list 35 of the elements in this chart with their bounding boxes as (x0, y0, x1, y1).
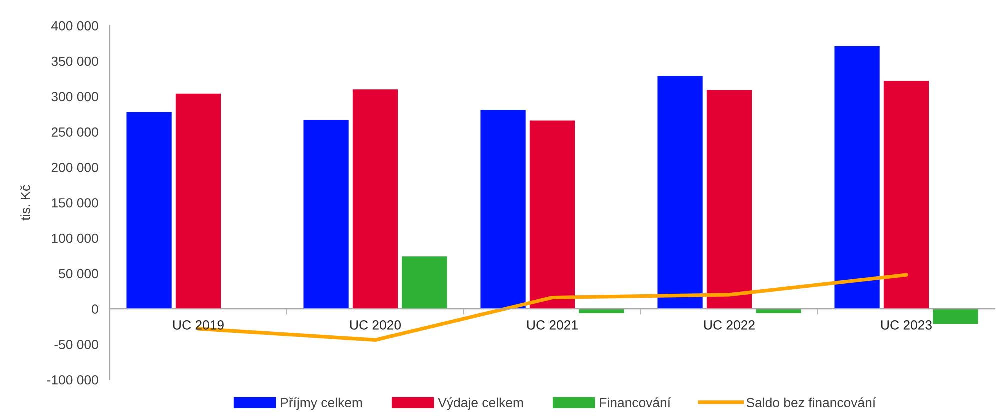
bar (352, 90, 398, 310)
legend-label: Saldo bez financování (746, 398, 876, 408)
y-tick-label: 50 000 (59, 269, 98, 279)
bar (756, 309, 802, 314)
y-tick-label: 200 000 (52, 163, 98, 172)
bar (402, 256, 448, 310)
bar (834, 46, 880, 310)
y-tick-label: 100 000 (52, 234, 98, 244)
y-tick-label: 250 000 (52, 128, 98, 137)
bar (176, 94, 222, 310)
bar (933, 309, 978, 324)
x-tick-label: UC 2023 (881, 320, 932, 330)
y-tick-label: 300 000 (52, 92, 98, 102)
y-tick-label: -50 000 (54, 340, 98, 350)
y-tick-label: 400 000 (52, 21, 98, 31)
legend-label: Příjmy celkem (281, 398, 362, 410)
bar (304, 120, 349, 310)
y-tick-label: -100 000 (47, 375, 98, 385)
x-tick-label: UC 2020 (350, 320, 402, 330)
x-tick-label: UC 2019 (173, 320, 224, 330)
y-tick-label: 0 (92, 304, 98, 314)
bar (658, 76, 703, 310)
legend-label: Výdaje celkem (438, 398, 524, 410)
bar (126, 112, 172, 310)
bar (706, 90, 752, 310)
x-tick-label: UC 2021 (527, 320, 578, 330)
legend-label: Financování (600, 398, 671, 408)
y-tick-label: 150 000 (52, 198, 98, 208)
x-tick-label: UC 2022 (704, 320, 755, 330)
bar (530, 120, 576, 310)
y-tick-label: 350 000 (52, 56, 98, 66)
y-axis-title: tis. Kč (20, 185, 30, 221)
bar (480, 110, 526, 310)
bar (579, 309, 624, 314)
bar (884, 81, 930, 310)
